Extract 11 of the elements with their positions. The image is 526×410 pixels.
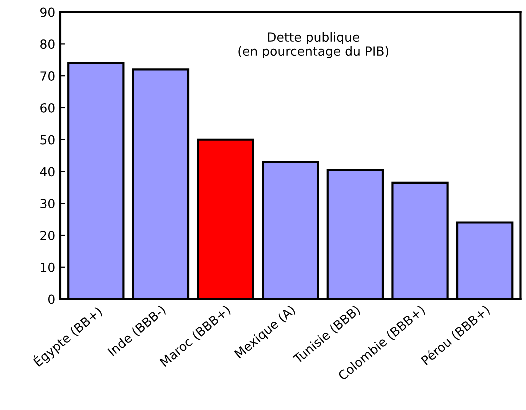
y-tick-label: 50 [40,135,55,145]
y-tick-label: 10 [41,262,55,272]
y-tick-label: 20 [40,230,55,240]
y-tick-label: 40 [40,167,55,177]
y-tick-label: 90 [40,8,55,18]
y-tick-label: 30 [40,199,55,209]
y-tick-label: 70 [40,72,55,82]
y-tick-label: 0 [48,294,55,304]
y-tick-label: 60 [40,103,55,113]
y-tick-label: 80 [40,40,55,50]
text: Dette publique (en pourcentage du PIB) [238,32,389,58]
